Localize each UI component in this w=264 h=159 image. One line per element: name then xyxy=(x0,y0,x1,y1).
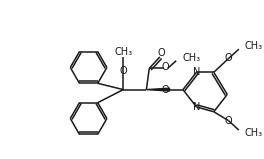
Text: CH₃: CH₃ xyxy=(245,41,263,51)
Text: O: O xyxy=(224,116,232,126)
Text: N: N xyxy=(193,102,200,112)
Text: CH₃: CH₃ xyxy=(245,128,263,138)
Text: CH₃: CH₃ xyxy=(114,47,132,57)
Text: O: O xyxy=(224,53,232,63)
Text: CH₃: CH₃ xyxy=(182,53,200,63)
Text: O: O xyxy=(157,48,165,58)
Text: N: N xyxy=(193,67,200,77)
Polygon shape xyxy=(146,88,169,91)
Text: O: O xyxy=(162,85,169,95)
Text: O: O xyxy=(162,62,169,73)
Text: O: O xyxy=(119,66,127,76)
